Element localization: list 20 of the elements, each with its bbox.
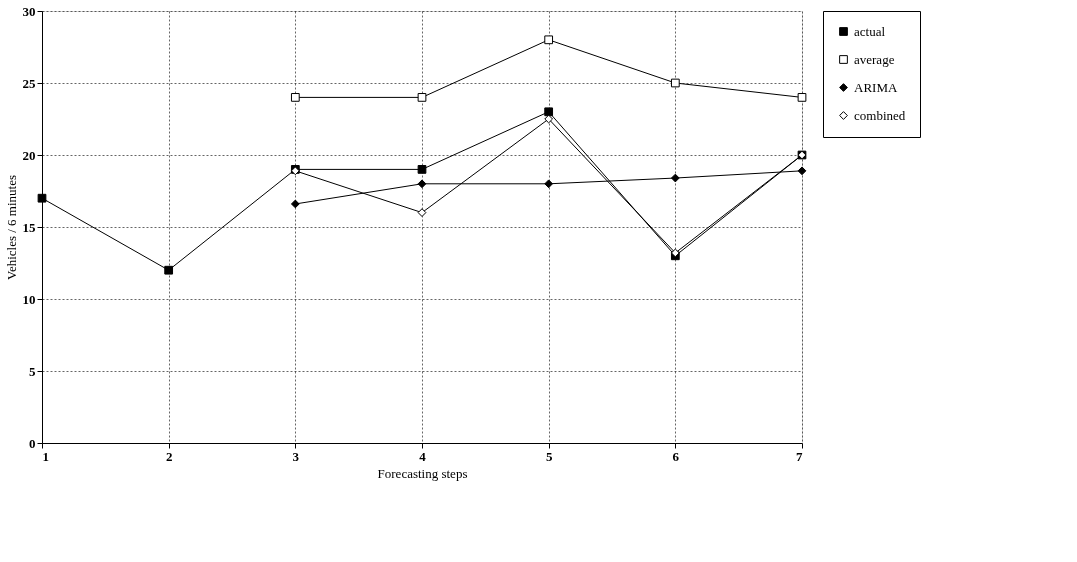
x-tick-label: 1 — [42, 448, 49, 464]
legend-label: actual — [854, 23, 886, 39]
legend-label: average — [854, 51, 895, 67]
x-axis-title: Forecasting steps — [377, 465, 468, 481]
y-tick-label: 20 — [22, 147, 36, 163]
x-tick-label: 6 — [672, 448, 680, 464]
y-axis-title: Vehicles / 6 minutes — [3, 174, 19, 281]
y-tick-label: 10 — [22, 291, 36, 307]
y-tick-label: 0 — [29, 435, 36, 451]
y-tick-label: 5 — [29, 363, 36, 379]
x-tick-label: 2 — [165, 448, 173, 464]
legend-label: combined — [854, 107, 906, 123]
y-tick-label: 15 — [22, 219, 36, 235]
x-tick-label: 4 — [419, 448, 427, 464]
y-tick-label: 25 — [22, 75, 36, 91]
x-tick-label: 3 — [292, 448, 300, 464]
y-tick-label: 30 — [22, 3, 36, 19]
legend-label: ARIMA — [854, 79, 898, 95]
x-tick-label: 5 — [545, 448, 553, 464]
x-tick-label: 7 — [796, 448, 803, 464]
